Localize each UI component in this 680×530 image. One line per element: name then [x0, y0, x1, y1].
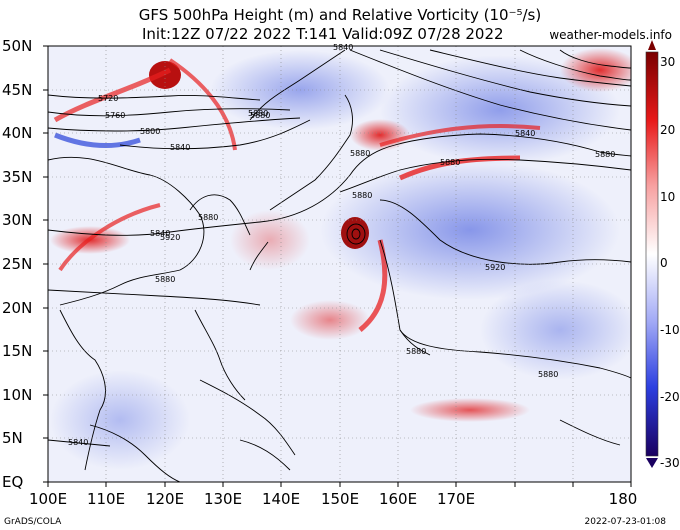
lat-label: 20N — [2, 299, 33, 317]
axis-ticks — [43, 45, 632, 487]
contour-label: 5880 — [198, 213, 218, 222]
graticule — [48, 46, 631, 482]
lat-label: 15N — [2, 342, 33, 360]
lat-label: EQ — [2, 473, 24, 491]
contour-label: 5880 — [250, 111, 270, 120]
colorbar — [645, 40, 659, 468]
colorbar-tick: -30 — [660, 456, 680, 470]
lat-label: 10N — [2, 386, 33, 404]
lon-label: 130E — [203, 490, 243, 508]
lat-label: 5N — [2, 429, 23, 447]
colorbar-tick: -10 — [660, 323, 680, 337]
vorticity-field — [48, 48, 631, 482]
colorbar-bottom-arrow — [646, 458, 658, 468]
contour-label: 5800 — [140, 127, 160, 136]
lat-label: 50N — [2, 37, 33, 55]
colorbar-tick: -20 — [660, 390, 680, 404]
contour-label: 5880 — [352, 191, 372, 200]
lon-label: 180 — [608, 490, 638, 508]
lat-label: 35N — [2, 168, 33, 186]
lon-label: 170E — [436, 490, 476, 508]
contour-label: 5760 — [105, 111, 125, 120]
contour-label: 5880 — [406, 347, 426, 356]
credit-text: weather-models.info — [549, 28, 672, 42]
contour-label: 5720 — [98, 94, 118, 103]
lat-label: 40N — [2, 124, 33, 142]
colorbar-tick: 0 — [660, 256, 668, 270]
contour-label: 5880 — [595, 150, 615, 159]
colorbar-tick: 10 — [660, 190, 676, 204]
footer-left: GrADS/COLA — [4, 517, 62, 527]
contour-label: 5880 — [350, 149, 370, 158]
lon-label: 100E — [28, 490, 68, 508]
contour-label: 5880 — [440, 158, 460, 167]
lat-label: 45N — [2, 81, 33, 99]
lon-label: 150E — [320, 490, 360, 508]
contour-label: 5920 — [160, 233, 180, 242]
colorbar-top-arrow — [648, 40, 656, 50]
lon-label: 140E — [261, 490, 301, 508]
lat-label: 25N — [2, 255, 33, 273]
lon-label: 120E — [145, 490, 185, 508]
colorbar-bar — [645, 51, 659, 457]
colorbar-tick: 30 — [660, 55, 676, 69]
contour-label: 5840 — [170, 143, 190, 152]
map-title: GFS 500hPa Height (m) and Relative Vorti… — [138, 6, 542, 24]
contour-label: 5920 — [485, 263, 505, 272]
footer-right: 2022-07-23-01:08 — [584, 517, 667, 527]
contour-label-group: 5720 5760 5800 5840 5880 5920 5840 5880 … — [68, 43, 615, 447]
contour-label: 5840 — [150, 229, 170, 238]
lon-label: 110E — [86, 490, 126, 508]
height-contours — [48, 49, 631, 447]
contour-label: 5840 — [515, 129, 535, 138]
contour-label: 5880 — [248, 109, 268, 118]
contour-label: 5840 — [68, 438, 88, 447]
lon-label: 160E — [378, 490, 418, 508]
lat-label: 30N — [2, 211, 33, 229]
map-subtitle: Init:12Z 07/22 2022 T:141 Valid:09Z 07/2… — [142, 25, 504, 43]
colorbar-tick: 20 — [660, 123, 676, 137]
contour-label: 5880 — [155, 275, 175, 284]
contour-label: 5840 — [333, 43, 353, 52]
contour-label: 5880 — [538, 370, 558, 379]
